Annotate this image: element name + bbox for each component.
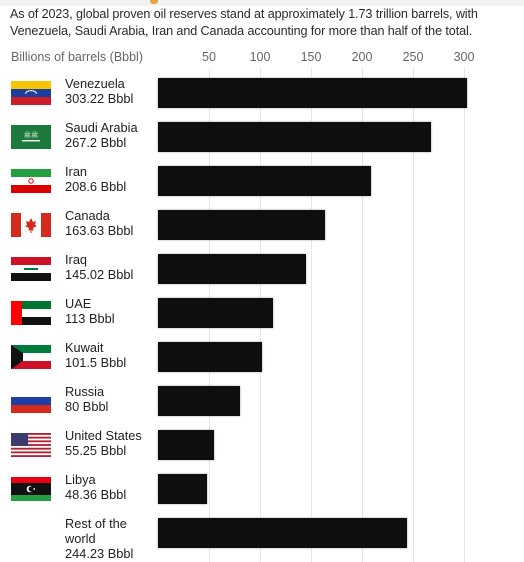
category-label: Iran [65, 164, 88, 179]
category-label: Canada [65, 208, 110, 223]
x-tick-label: 250 [402, 50, 424, 64]
category-label: Russia [65, 384, 105, 399]
bar [158, 122, 431, 152]
gridline [413, 68, 414, 562]
top-strip [0, 0, 524, 6]
bar [158, 386, 240, 416]
bar [158, 254, 306, 284]
bar [158, 342, 262, 372]
x-tick-label: 300 [453, 50, 475, 64]
data-label: 55.25 Bbbl [65, 443, 127, 458]
bar [158, 518, 407, 548]
bar [158, 78, 467, 108]
category-label: Saudi Arabia [65, 120, 138, 135]
gridline [362, 68, 363, 562]
data-label: 80 Bbbl [65, 399, 109, 414]
libya-flag-icon [11, 477, 51, 501]
category-label: UAE [65, 296, 92, 311]
data-label: 101.5 Bbbl [65, 355, 127, 370]
russia-flag-icon [11, 389, 51, 413]
bar [158, 166, 371, 196]
x-tick-label: 200 [351, 50, 373, 64]
category-label: United States [65, 428, 142, 443]
data-label: 208.6 Bbbl [65, 179, 127, 194]
svg-text:ﷺﷺ: ﷺﷺ [24, 130, 39, 139]
iran-flag-icon [11, 169, 51, 193]
canada-flag-icon [11, 213, 51, 237]
united-states-flag-icon [11, 433, 51, 457]
category-label: Libya [65, 472, 96, 487]
bar [158, 298, 273, 328]
accent-mark [150, 0, 158, 4]
data-label: 303.22 Bbbl [65, 91, 134, 106]
saudi-arabia-flag-icon: ﷺﷺ [11, 125, 51, 149]
category-label: Venezuela [65, 76, 125, 91]
gridline [311, 68, 312, 562]
data-label: 163.63 Bbbl [65, 223, 134, 238]
chart-subtitle: As of 2023, global proven oil reserves s… [10, 7, 478, 38]
category-label: Iraq [65, 252, 88, 267]
data-label: 267.2 Bbbl [65, 135, 127, 150]
bar [158, 210, 325, 240]
venezuela-flag-icon [11, 81, 51, 105]
uae-flag-icon [11, 301, 51, 325]
iraq-flag-icon [11, 257, 51, 281]
gridline [464, 68, 465, 562]
data-label: 48.36 Bbbl [65, 487, 127, 502]
x-tick-label: 100 [249, 50, 271, 64]
bar [158, 474, 207, 504]
data-label: 244.23 Bbbl [65, 546, 134, 561]
kuwait-flag-icon [11, 345, 51, 369]
x-tick-label: 50 [202, 50, 216, 64]
category-label: Rest of the world [65, 516, 127, 546]
x-tick-label: 150 [300, 50, 322, 64]
data-label: 113 Bbbl [65, 311, 115, 326]
axis-title: Billions of barrels (Bbbl) [11, 50, 143, 64]
category-label: Kuwait [65, 340, 104, 355]
data-label: 145.02 Bbbl [65, 267, 134, 282]
bar [158, 430, 214, 460]
